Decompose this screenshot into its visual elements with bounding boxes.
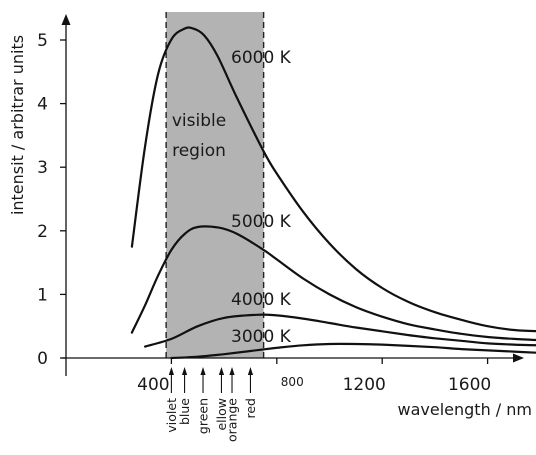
- y-tick-label: 5: [37, 31, 48, 51]
- band-label-blue: blue: [177, 398, 192, 425]
- y-tick-label: 3: [37, 158, 48, 178]
- series-line-4000-k: [144, 313, 536, 348]
- band-label-violet: violet: [164, 398, 179, 433]
- x-axis-label: wavelength / nm: [398, 400, 533, 419]
- x-axis-arrowhead: [513, 353, 524, 363]
- band-label-ellow: ellow: [214, 398, 229, 431]
- series-labels: 6000 K 5000 K 4000 K 3000 K: [231, 48, 292, 347]
- y-axis-arrowhead: [61, 14, 71, 25]
- band-arrowhead-orange: [229, 367, 235, 375]
- x-tick-label: 1200: [343, 375, 386, 395]
- y-tick-label: 0: [37, 349, 48, 369]
- band-arrowhead-violet: [168, 367, 174, 375]
- band-arrowhead-red: [247, 367, 254, 375]
- series-label-5000-k: 5000 K: [231, 212, 292, 232]
- series-label-3000-k: 3000 K: [231, 327, 292, 347]
- y-tick-label: 2: [37, 222, 48, 242]
- band-arrowhead-blue: [181, 367, 188, 375]
- x-tick-label: 800: [281, 375, 304, 389]
- y-tick-label: 1: [37, 285, 48, 305]
- visible-region-band: [166, 12, 264, 358]
- band-label-red: red: [243, 398, 258, 419]
- series-line-6000-k: [130, 26, 536, 333]
- axis-ticks: 0 1 2 3 4 5 400 800 1200 1600: [37, 31, 491, 395]
- series-curves: [130, 26, 536, 360]
- y-tick-label: 4: [37, 95, 48, 115]
- series-line-5000-k: [130, 225, 536, 342]
- visible-region-label-line-1: visible: [172, 111, 226, 131]
- band-arrowhead-green: [200, 367, 206, 375]
- band-label-orange: orange: [225, 398, 240, 442]
- x-tick-label: 400: [137, 375, 169, 395]
- series-label-6000-k: 6000 K: [231, 48, 292, 68]
- series-line-3000-k: [170, 342, 536, 360]
- band-arrowhead-ellow: [218, 367, 225, 375]
- visible-region-label-line-2: region: [172, 141, 226, 161]
- series-label-4000-k: 4000 K: [231, 290, 292, 310]
- band-label-green: green: [196, 398, 211, 434]
- x-tick-label: 1600: [448, 375, 491, 395]
- y-axis-label: intensit / arbitrar units: [8, 35, 27, 215]
